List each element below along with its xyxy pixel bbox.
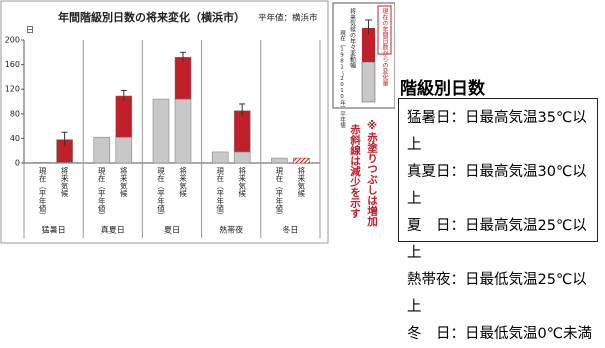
change-bar: [174, 56, 192, 100]
change-bar: [293, 157, 310, 164]
bar-label: 将来気候: [119, 166, 128, 199]
bar-label: 将来気候: [297, 166, 306, 199]
y-tick-label: 80: [10, 109, 20, 118]
y-tick-label: 0: [15, 159, 20, 168]
definition: 冬 日：日最低気温0℃未満: [407, 326, 593, 342]
change-bar: [115, 95, 133, 138]
definition: 真夏日：日最高気温30℃以上: [407, 164, 587, 207]
present-bar: [93, 136, 111, 164]
bar-label: 現在（平年値）: [275, 167, 284, 220]
present-bar: [271, 157, 288, 164]
chart-frame: [0, 0, 329, 244]
chart-title: 年間階級別日数の将来変化（横浜市）: [58, 10, 245, 24]
legend-change-frame: [377, 5, 392, 55]
legend-red-bar: [362, 28, 375, 62]
chart-subtitle: 平年値：横浜市: [258, 13, 318, 24]
bar-label: 将来気候: [178, 166, 187, 199]
x-tick-label: 冬日: [282, 225, 298, 235]
x-tick-label: 猛暑日: [42, 225, 66, 235]
present-bar: [211, 151, 229, 164]
note: ※赤塗りつぶしは増加: [366, 120, 378, 227]
present-bar: [34, 162, 51, 164]
chart: 年間階級別日数の将来変化（横浜市） 平年値：横浜市 日 現在の年間日数からの変化…: [0, 0, 395, 244]
bar-label: 現在（平年値）: [38, 167, 47, 220]
definition: 夏 日：日最高気温25℃以上: [407, 218, 587, 261]
future-base-bar: [174, 98, 192, 164]
future-base-bar: [115, 136, 133, 164]
x-tick-label: 真夏日: [101, 225, 125, 235]
y-tick-label: 200: [5, 36, 20, 45]
definition: 熱帯夜：日最低気温25℃以上: [407, 272, 587, 315]
legend-change: 現在の年間日数からの変化量: [381, 8, 388, 87]
y-tick-label: 160: [5, 60, 20, 69]
page: 年間階級別日数の将来変化（横浜市） 平年値：横浜市 日 現在の年間日数からの変化…: [0, 0, 598, 342]
note: 赤斜線は減少を示す: [349, 123, 361, 218]
x-tick-label: 夏日: [164, 226, 180, 235]
definitions-box: 猛暑日：日最高気温35℃以上 真夏日：日最高気温30℃以上夏 日：日最高気温25℃…: [398, 98, 598, 342]
definition: 猛暑日：日最高気温35℃以上: [407, 110, 587, 153]
x-tick-label: 熱帯夜: [219, 225, 243, 235]
bar-label: 将来気候: [60, 166, 69, 199]
legend-error: 将来気候の年々変動幅: [349, 7, 356, 69]
bar-label: 現在（平年値）: [156, 167, 165, 220]
change-bar: [233, 110, 251, 153]
y-tick-label: 40: [10, 134, 20, 143]
y-axis-label: 日: [26, 26, 34, 35]
bar-label: 現在（平年値）: [215, 167, 224, 220]
bar-label: 現在（平年値）: [97, 167, 106, 220]
present-bar: [152, 98, 170, 164]
definitions-title: 階級別日数: [400, 79, 485, 99]
y-tick-label: 120: [5, 85, 20, 94]
future-base-bar: [233, 151, 251, 164]
legend-present: 現在（1981～2010年）平年値: [339, 30, 346, 129]
legend-gray-bar: [361, 61, 376, 103]
bar-label: 将来気候: [237, 166, 246, 199]
